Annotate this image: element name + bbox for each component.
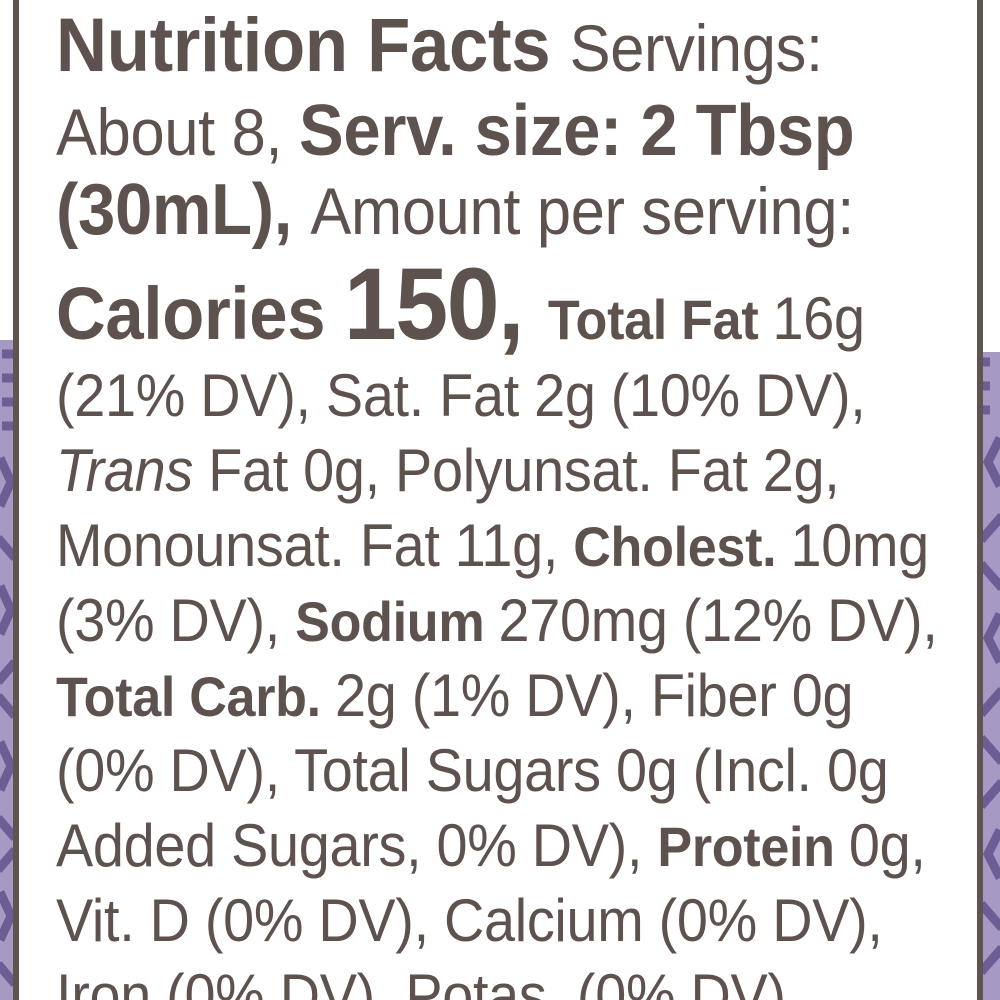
calories-label: Calories <box>56 272 345 355</box>
chevron-stripe-pattern-icon <box>983 352 1000 1000</box>
trans-polyunsat-text: Fat 0g, Polyunsat. Fat 2g, <box>193 437 840 504</box>
serving-size-value: (30mL), <box>56 170 311 250</box>
total-carb-label: Total Carb. <box>56 665 336 728</box>
monounsat-fat-text: Monounsat. Fat 11g, <box>56 512 574 579</box>
text-line: (0% DV), Total Sugars 0g (Incl. 0g <box>56 733 1000 808</box>
chevron-stripe-pattern-icon <box>0 340 13 1000</box>
calories-value: 150, <box>344 247 548 361</box>
iron-potassium-text: Iron (0% DV), Potas. (0% DV). <box>56 962 801 1000</box>
trans-fat-label: Trans <box>56 437 194 504</box>
text-line: About 8, Serv. size: 2 Tbsp <box>56 92 1000 170</box>
label-text: Nutrition Facts Servings: About 8, Serv.… <box>56 0 1000 1000</box>
servings-value: About 8, <box>56 95 300 169</box>
label-right-border <box>977 0 983 1000</box>
text-line: Trans Fat 0g, Polyunsat. Fat 2g, <box>56 433 1000 508</box>
text-line: Total Carb. 2g (1% DV), Fiber 0g <box>56 658 1000 733</box>
total-fat-label: Total Fat <box>547 288 773 351</box>
text-line: Added Sugars, 0% DV), Protein 0g, <box>56 808 1000 883</box>
sat-fat-text: (21% DV), Sat. Fat 2g (10% DV), <box>56 362 866 429</box>
cholesterol-dv-text: (3% DV), <box>56 587 296 654</box>
text-line: (30mL), Amount per serving: <box>56 170 1000 250</box>
text-line: Vit. D (0% DV), Calcium (0% DV), <box>56 883 1000 958</box>
text-line: (3% DV), Sodium 270mg (12% DV), <box>56 583 1000 658</box>
label-left-border <box>13 0 19 1000</box>
protein-label: Protein <box>657 815 849 878</box>
amount-per-serving-label: Amount per serving: <box>310 174 854 248</box>
vitd-calcium-text: Vit. D (0% DV), Calcium (0% DV), <box>56 887 883 954</box>
text-line: (21% DV), Sat. Fat 2g (10% DV), <box>56 358 1000 433</box>
total-fat-value: 16g <box>772 285 866 352</box>
right-packaging-pattern <box>983 352 1000 1000</box>
text-line: Nutrition Facts Servings: <box>56 0 1000 92</box>
cholesterol-value: 10mg <box>790 512 929 579</box>
text-line: Monounsat. Fat 11g, Cholest. 10mg <box>56 508 1000 583</box>
text-line: Iron (0% DV), Potas. (0% DV). <box>56 958 1000 1000</box>
label-title: Nutrition Facts <box>56 3 570 88</box>
sodium-value: 270mg (12% DV), <box>498 587 938 654</box>
carb-fiber-text: 2g (1% DV), Fiber 0g <box>335 662 854 729</box>
cholesterol-label: Cholest. <box>573 515 791 578</box>
left-packaging-pattern <box>0 340 13 1000</box>
text-line: Calories 150, Total Fat 16g <box>56 250 1000 358</box>
serving-size-label: Serv. size: 2 Tbsp <box>299 91 855 171</box>
servings-label: Servings: <box>569 11 823 85</box>
added-sugars-text: Added Sugars, 0% DV), <box>56 812 658 879</box>
sugars-text: (0% DV), Total Sugars 0g (Incl. 0g <box>56 737 889 804</box>
protein-value: 0g, <box>848 812 926 879</box>
sodium-label: Sodium <box>295 590 499 653</box>
